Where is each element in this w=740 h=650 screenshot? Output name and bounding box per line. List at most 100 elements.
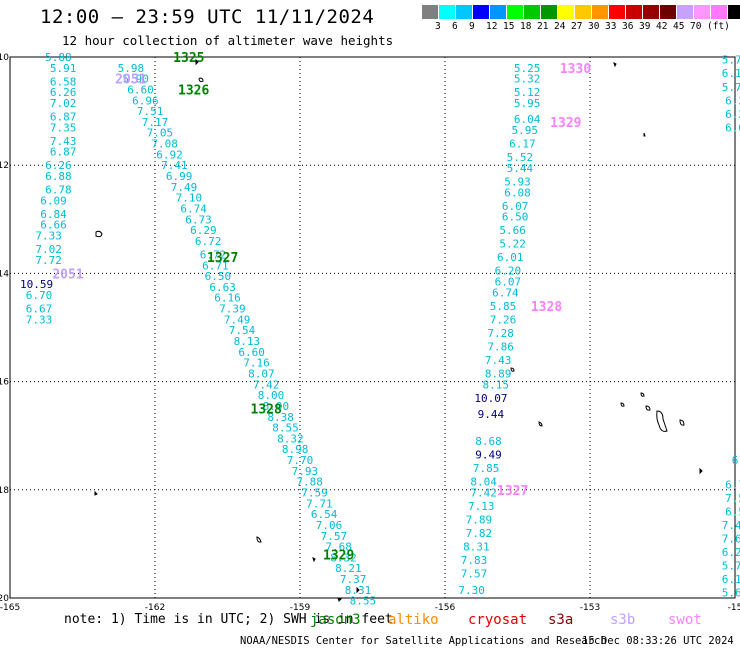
wave-height-value: 8.55 (350, 595, 377, 608)
legend-swatch (660, 5, 677, 19)
wave-height-value: 8.15 (483, 378, 510, 391)
legend-label: 27 (571, 21, 583, 32)
legend-label: 39 (639, 21, 651, 32)
islands (94, 58, 703, 602)
wave-height-value: 5.74 (722, 54, 740, 67)
wave-height-value: 6.54 (311, 508, 338, 521)
wave-height-value: 7.85 (473, 462, 500, 475)
wave-height-value: 7.37 (340, 573, 367, 586)
satellite-name-swot: swot (668, 612, 702, 628)
wave-height-value: 7.43 (50, 135, 77, 148)
wave-height-value: 7.02 (50, 97, 77, 110)
wave-height-value: 6.26 (50, 86, 77, 99)
wave-height-value: 6.63 (209, 281, 236, 294)
legend-swatch (575, 5, 592, 19)
wave-height-value: 5.72 (722, 81, 740, 94)
wave-height-value: 7.89 (466, 514, 493, 527)
wave-height-value: 7.49 (224, 313, 251, 326)
pass-number-label: 1326 (178, 83, 209, 98)
pass-number-label: 2051 (52, 267, 83, 282)
wave-height-value: 6.07 (502, 200, 529, 213)
wave-height-value: 10.07 (474, 392, 507, 405)
legend-swatches (422, 5, 740, 19)
wave-height-value: 8.13 (234, 335, 261, 348)
axis-labels: -165 -162 -159 -156 -153 -15 -10 -12 -14 -16 -18 -2… (0, 53, 740, 613)
wave-height-value: 7.42 (253, 378, 280, 391)
wave-height-value: 7.59 (301, 487, 328, 500)
island-shape (198, 77, 204, 83)
legend-label: 36 (622, 21, 634, 32)
lon-tick-label: -15 (728, 603, 740, 613)
wave-height-value: 6.29 (190, 224, 217, 237)
wave-height-value: 6.01 (497, 251, 524, 264)
wave-height-value: 9.44 (478, 408, 505, 421)
wave-height-points: 5.885.916.586.267.026.877.357.436.876.26… (20, 51, 740, 608)
wave-height-value: 6.09 (40, 194, 67, 207)
pass-number-label: 1327 (497, 484, 528, 499)
legend-label: 15 (503, 21, 515, 32)
legend-swatch (541, 5, 558, 19)
wave-height-value: 7.10 (176, 192, 203, 205)
wave-height-value: 5.85 (490, 300, 517, 313)
legend-swatch (422, 5, 439, 19)
legend-label: 45 (673, 21, 685, 32)
wave-height-value: 7.08 (151, 138, 178, 151)
legend-swatch (677, 5, 694, 19)
legend-label: 30 (588, 21, 600, 32)
satellite-name-cryosat: cryosat (468, 612, 528, 628)
island-shape (640, 392, 645, 397)
wave-height-value: 6 (732, 454, 739, 467)
island-shape (312, 557, 316, 563)
wave-height-value: 8.31 (345, 584, 372, 597)
wave-height-value: 5.22 (499, 238, 526, 251)
wave-height-value: 8.00 (258, 389, 285, 402)
wave-height-value: 5.98 (118, 62, 145, 75)
island-shape (256, 536, 262, 543)
wave-height-value: 8.68 (475, 435, 502, 448)
island-shape (510, 367, 515, 372)
wave-height-value: 6.0 (725, 121, 740, 134)
wave-height-value: 6.72 (195, 235, 222, 248)
legend-swatch (728, 5, 740, 19)
legend-swatch (626, 5, 643, 19)
legend-label: 33 (605, 21, 617, 32)
wave-height-value: 5.91 (50, 62, 77, 75)
wave-height-value: 6.50 (502, 211, 529, 224)
wave-height-value: 6.71 (202, 259, 229, 272)
wave-height-value: 6.16 (214, 292, 241, 305)
legend-label: 12 (486, 21, 498, 32)
wave-height-value: 6.25 (722, 546, 740, 559)
wave-height-value: 7.16 (243, 357, 270, 370)
wave-height-value: 5.65 (722, 587, 740, 600)
wave-height-value: 7.17 (142, 116, 169, 129)
note-text: note: 1) Time is in UTC; 2) SWH is in fe… (64, 612, 393, 627)
wave-height-value: 7.88 (296, 476, 323, 489)
wave-height-value: 6.26 (45, 159, 72, 172)
wave-height-value: 7.82 (466, 527, 493, 540)
wave-height-value: 6.5 (725, 505, 740, 518)
wave-height-value: 6.66 (40, 219, 67, 232)
wave-height-value: 7.68 (722, 532, 740, 545)
legend-label: 6 (452, 21, 458, 32)
wave-height-value: 7.43 (485, 354, 512, 367)
legend-swatch (609, 5, 626, 19)
color-legend: 3 6 9 12 15 18 21 24 27 30 33 36 39 42 45 70 (ft) (422, 5, 740, 32)
wave-height-value: 6.87 (50, 111, 77, 124)
island-shape (656, 410, 668, 432)
wave-height-value: 7.42 (470, 487, 497, 500)
wave-height-value: 8.21 (335, 562, 362, 575)
wave-height-value: 6.16 (722, 67, 740, 80)
lat-tick-label: -20 (0, 594, 9, 604)
wave-height-value: 6.07 (495, 276, 522, 289)
wave-height-value: 5.52 (507, 151, 534, 164)
wave-height-value: 6.78 (45, 184, 72, 197)
wave-height-value: 7.28 (487, 327, 514, 340)
wave-height-value: 8.89 (485, 367, 512, 380)
wave-height-value: 10.59 (20, 278, 53, 291)
pass-number-label: 1330 (560, 62, 591, 77)
wave-height-value: 6.60 (127, 83, 154, 96)
island-shape (699, 467, 703, 475)
wave-height-value: 6.58 (50, 75, 77, 88)
wave-height-value: 6.18 (722, 573, 740, 586)
wave-height-value: 7.93 (292, 465, 319, 478)
